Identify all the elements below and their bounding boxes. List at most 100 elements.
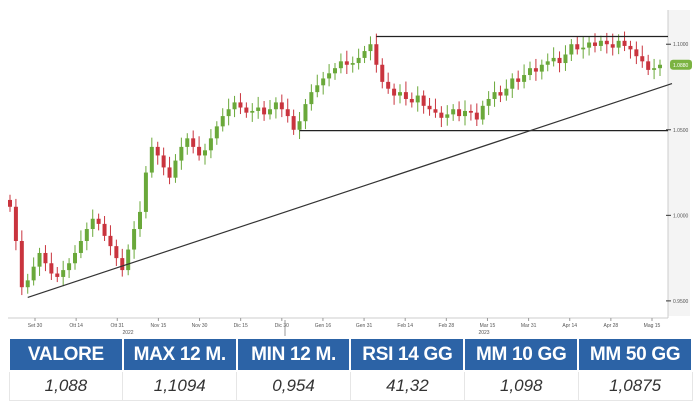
candle — [90, 209, 95, 237]
candle — [427, 97, 432, 116]
candle — [610, 33, 615, 56]
table-header: MM 10 GG — [463, 337, 580, 372]
x-tick-label: Gen 16 — [315, 323, 332, 329]
candle — [581, 37, 586, 59]
candle — [297, 111, 302, 140]
candle — [31, 257, 36, 286]
candle — [67, 258, 72, 278]
x-tick-label: Apr 14 — [562, 323, 577, 329]
candle — [451, 104, 456, 121]
candle — [214, 121, 219, 145]
candle — [409, 92, 414, 108]
x-tick-label: Gen 31 — [356, 323, 373, 329]
candle — [474, 103, 479, 127]
candle — [528, 61, 532, 81]
x-tick-label: Dic 15 — [234, 323, 248, 329]
table-header: VALORE — [8, 337, 124, 372]
x-tick-label: Nov 30 — [192, 323, 208, 329]
candle — [480, 100, 485, 125]
candle — [468, 104, 473, 121]
candle — [634, 41, 639, 65]
candle — [445, 105, 450, 126]
candle — [84, 222, 89, 251]
candle — [539, 59, 544, 80]
candle — [203, 143, 207, 165]
candle — [344, 50, 349, 74]
y-tick-label: 1.1000 — [673, 42, 689, 48]
candle — [55, 267, 60, 283]
x-tick-label: Ott 31 — [110, 323, 124, 329]
table-header: MM 50 GG — [577, 337, 693, 372]
y-tick-label: 0.9500 — [673, 299, 689, 305]
candle — [616, 34, 621, 55]
table-header: MAX 12 M. — [121, 337, 238, 372]
candle — [587, 36, 592, 56]
candle — [327, 64, 332, 87]
candle — [575, 36, 580, 55]
candle — [268, 100, 272, 120]
candle — [457, 101, 462, 122]
candle — [415, 86, 420, 112]
y-tick-label: 1.0500 — [673, 128, 689, 134]
candle — [350, 56, 355, 73]
candle — [533, 58, 538, 81]
candle — [143, 166, 148, 219]
candle — [191, 130, 196, 154]
candle — [492, 81, 497, 107]
candle — [279, 94, 284, 118]
candle — [333, 63, 337, 80]
candle — [522, 64, 527, 89]
candle — [652, 58, 657, 80]
candle — [622, 31, 627, 52]
table-value: 41,32 — [349, 370, 465, 401]
candle — [37, 247, 42, 276]
candle — [232, 95, 237, 118]
trend-line — [27, 83, 673, 299]
candle — [557, 51, 562, 73]
table-value: 1,088 — [8, 370, 124, 401]
candle — [96, 213, 101, 231]
x-tick-label: Feb 14 — [397, 323, 413, 329]
x-tick-label: Mar 31 — [521, 323, 537, 329]
candle — [238, 93, 243, 115]
candle — [439, 106, 444, 128]
candle — [179, 137, 184, 170]
table-value: 1,0875 — [577, 370, 693, 401]
candle — [421, 90, 426, 114]
candle — [167, 156, 172, 185]
candle — [563, 45, 568, 71]
candle — [102, 216, 107, 241]
table-header: RSI 14 GG — [349, 337, 466, 372]
candle — [374, 33, 379, 73]
x-tick-label: Set 30 — [28, 323, 43, 329]
price-chart: 1.1000 1.0500 1.0000 0.9500 1.0880 Set 30 Ott… — [8, 10, 692, 336]
candle — [43, 245, 48, 272]
candle — [13, 198, 18, 251]
candle — [49, 252, 54, 281]
candle — [510, 73, 515, 98]
candle — [262, 101, 267, 121]
last-price-badge — [670, 59, 692, 70]
last-price-label: 1.0880 — [673, 63, 689, 69]
candle — [303, 98, 308, 130]
candle — [628, 40, 633, 59]
candle — [256, 96, 261, 119]
candle — [545, 53, 550, 72]
candle — [486, 91, 491, 116]
candle — [173, 154, 178, 183]
candle — [598, 35, 603, 52]
table-value: 0,954 — [236, 370, 351, 401]
x-tick-label: Mar 15 — [480, 323, 496, 329]
candle — [315, 74, 320, 98]
candle — [132, 221, 137, 259]
candle — [433, 98, 438, 118]
candle — [380, 58, 385, 89]
candle — [658, 59, 662, 77]
candle — [321, 71, 326, 95]
candle — [244, 102, 249, 118]
candle — [356, 48, 361, 70]
candle — [61, 260, 66, 287]
candle — [368, 36, 373, 61]
candle — [155, 141, 160, 165]
candle — [138, 201, 142, 237]
